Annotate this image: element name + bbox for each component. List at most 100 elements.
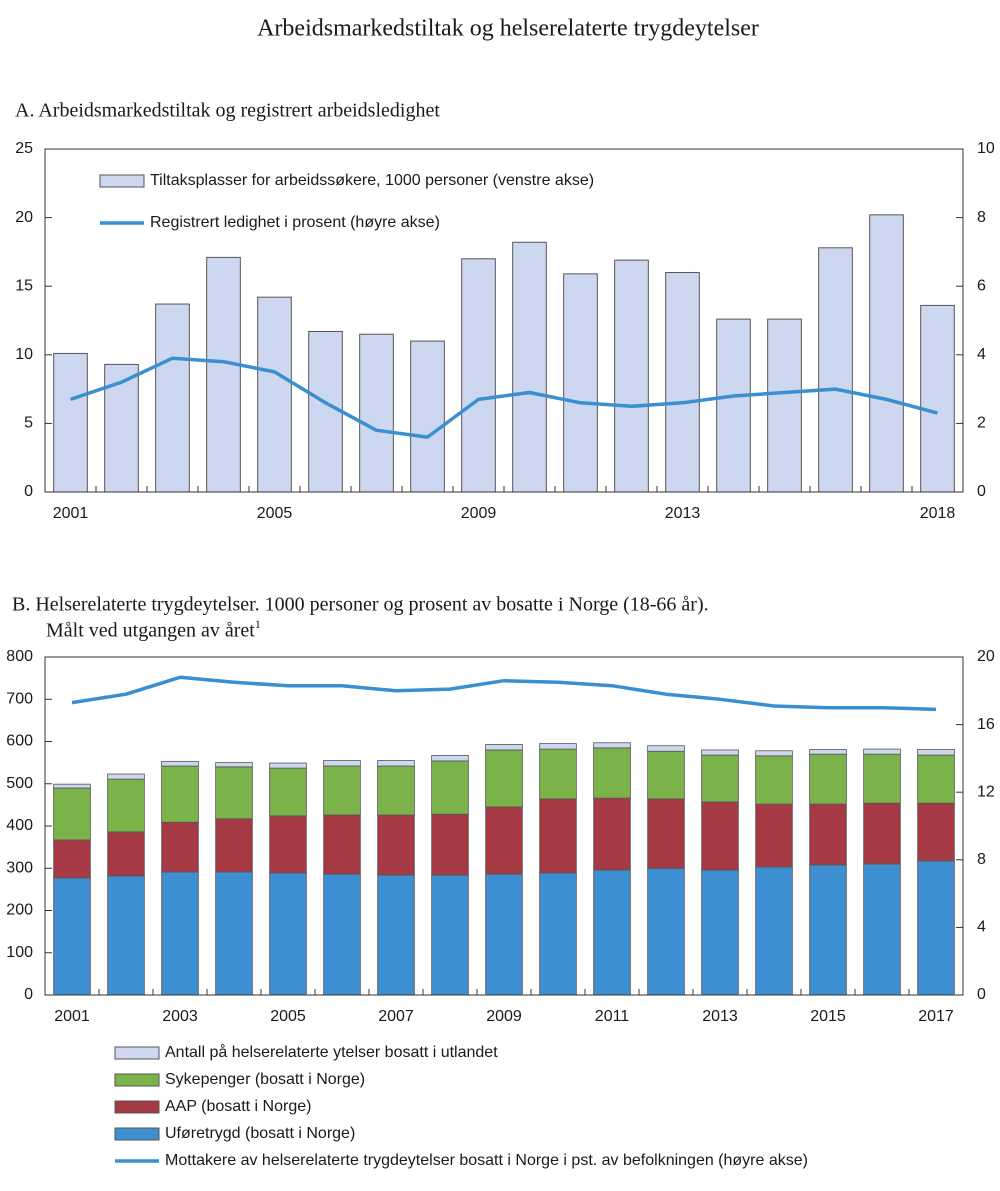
- bar-segment: [215, 871, 253, 996]
- bar-segment: [593, 747, 631, 799]
- bar-segment: [107, 778, 145, 833]
- bar-segment: [863, 802, 901, 865]
- bar: [716, 318, 751, 493]
- y2-tick-label: 10: [977, 140, 995, 157]
- x-tick-label: 2005: [270, 1008, 306, 1025]
- bar-segment: [809, 803, 847, 866]
- bar: [818, 247, 853, 493]
- y2-tick-label: 8: [977, 851, 986, 868]
- bar-segment: [485, 806, 523, 875]
- bar-segment: [701, 749, 739, 756]
- bar-segment: [53, 787, 91, 841]
- bar-segment: [863, 748, 901, 755]
- x-tick-label: 2005: [257, 505, 293, 522]
- panel-title: Målt ved utgangen av året1: [46, 617, 261, 642]
- y-tick-label: 15: [15, 277, 33, 294]
- bar: [410, 340, 445, 493]
- y-tick-label: 100: [6, 944, 33, 961]
- bar: [461, 258, 496, 493]
- bar-segment: [323, 760, 361, 767]
- legend-label: Tiltaksplasser for arbeidssøkere, 1000 p…: [150, 172, 594, 189]
- bar-segment: [701, 869, 739, 996]
- bar-segment: [539, 872, 577, 996]
- bar-segment: [701, 754, 739, 803]
- bar-segment: [755, 750, 793, 757]
- y-tick-label: 700: [6, 690, 33, 707]
- bar-segment: [377, 814, 415, 876]
- bar-segment: [647, 750, 685, 800]
- x-tick-label: 2009: [461, 505, 497, 522]
- bar-segment: [161, 871, 199, 996]
- bar-segment: [53, 839, 91, 879]
- bar-segment: [647, 867, 685, 996]
- bar-segment: [323, 765, 361, 816]
- x-tick-label: 2011: [595, 1008, 630, 1025]
- bar-segment: [647, 798, 685, 869]
- legend-label: Antall på helserelaterte ytelser bosatt …: [165, 1043, 498, 1061]
- y-tick-label: 5: [24, 415, 33, 432]
- bar-segment: [917, 860, 955, 996]
- bar-segment: [107, 773, 145, 780]
- y-tick-label: 10: [15, 346, 33, 363]
- bar-segment: [809, 749, 847, 755]
- bar-segment: [215, 766, 253, 820]
- bar: [512, 241, 547, 493]
- plot-frame: [44, 656, 964, 996]
- bar-segment: [107, 831, 145, 877]
- y-tick-label: 20: [15, 209, 33, 226]
- x-tick-label: 2017: [918, 1008, 954, 1025]
- legend-label: Sykepenger (bosatt i Norge): [165, 1071, 365, 1088]
- y2-tick-label: 2: [977, 415, 986, 432]
- bar-segment: [431, 813, 469, 876]
- bar-segment: [215, 762, 253, 768]
- x-tick-label: 2015: [810, 1008, 846, 1025]
- y2-tick-label: 0: [977, 986, 986, 1003]
- x-tick-label: 2013: [665, 505, 701, 522]
- bar-segment: [377, 760, 415, 767]
- legend-swatch: [114, 1046, 160, 1060]
- legend-swatch: [99, 174, 145, 188]
- figure-title: Arbeidsmarkedstiltak og helserelaterte t…: [257, 16, 759, 42]
- bar-segment: [323, 873, 361, 996]
- bar-segment: [215, 818, 253, 873]
- bar-segment: [161, 760, 199, 767]
- x-tick-label: 2009: [486, 1008, 522, 1025]
- y2-tick-label: 20: [977, 648, 995, 665]
- y2-tick-label: 8: [977, 209, 986, 226]
- bar-segment: [53, 783, 91, 789]
- bar-segment: [755, 803, 793, 868]
- y-tick-label: 300: [6, 859, 33, 876]
- bar: [53, 352, 88, 493]
- bar: [155, 303, 190, 493]
- bar-segment: [269, 767, 307, 817]
- bar-segment: [539, 748, 577, 800]
- y2-tick-label: 0: [977, 483, 986, 500]
- bar-segment: [269, 872, 307, 996]
- legend-swatch: [114, 1100, 160, 1114]
- legend-label: AAP (bosatt i Norge): [165, 1098, 311, 1115]
- x-tick-label: 2003: [162, 1008, 198, 1025]
- bar-segment: [485, 873, 523, 996]
- bar-segment: [431, 874, 469, 996]
- x-tick-label: 2001: [54, 1008, 90, 1025]
- bar-segment: [107, 875, 145, 996]
- bar: [920, 304, 955, 493]
- y-tick-label: 400: [6, 817, 33, 834]
- y2-tick-label: 4: [977, 919, 986, 936]
- bar: [665, 271, 700, 493]
- bar-segment: [593, 869, 631, 996]
- bar-segment: [863, 863, 901, 996]
- bar-segment: [485, 744, 523, 751]
- bar: [359, 333, 394, 493]
- bar-segment: [593, 742, 631, 749]
- bar: [257, 296, 292, 493]
- y2-tick-label: 4: [977, 346, 986, 363]
- legend-label: Registrert ledighet i prosent (høyre aks…: [150, 214, 440, 231]
- bar-segment: [269, 762, 307, 769]
- line: [69, 356, 938, 439]
- y2-tick-label: 6: [977, 277, 986, 294]
- bar: [563, 273, 598, 493]
- bar-segment: [917, 749, 955, 756]
- y-tick-label: 500: [6, 775, 33, 792]
